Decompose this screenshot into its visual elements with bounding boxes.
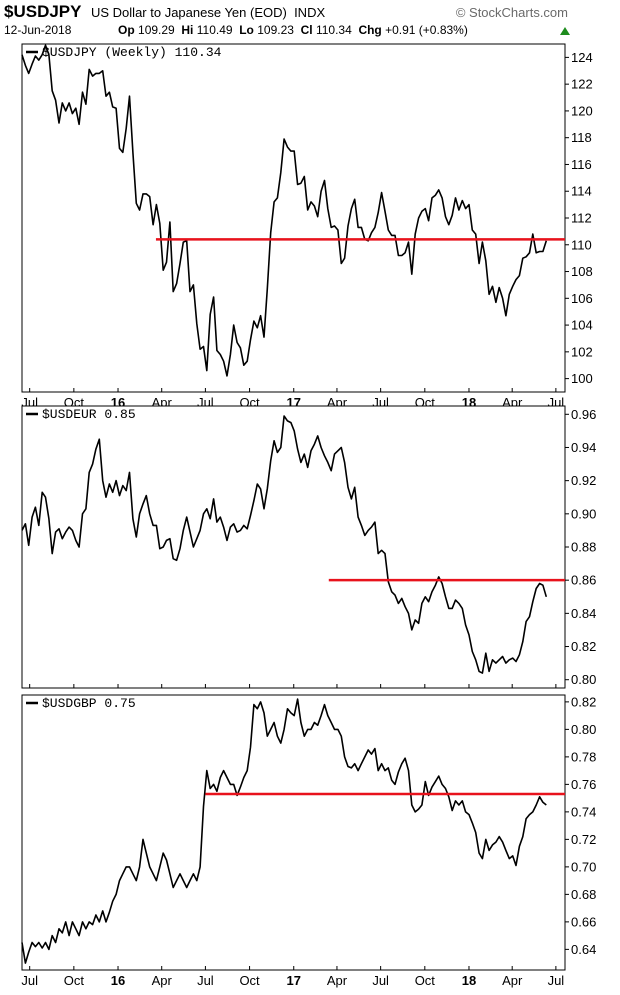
chart-header: $USDJPY US Dollar to Japanese Yen (EOD) … <box>0 0 620 40</box>
quote-date: 12-Jun-2018 <box>4 23 72 37</box>
usdjpy-y-tick-label: 114 <box>571 184 592 199</box>
usdgbp-x-tick-label: Apr <box>502 973 523 988</box>
stockcharts-logo: © StockCharts.com <box>455 5 568 20</box>
usdeur-y-tick-label: 0.86 <box>571 573 596 588</box>
open-label: Op <box>118 23 135 37</box>
usdgbp-x-tick-label: 16 <box>111 973 125 988</box>
usdgbp-x-tick-label: Apr <box>152 973 173 988</box>
usdgbp-x-tick-label: Jul <box>21 973 38 988</box>
exchange-text: INDX <box>294 5 326 20</box>
up-triangle-icon <box>560 27 570 35</box>
usdgbp-x-tick-label: Oct <box>64 973 85 988</box>
usdeur-y-tick-label: 0.80 <box>571 672 596 687</box>
description-text: US Dollar to Japanese Yen (EOD) <box>91 5 287 20</box>
usdgbp-y-tick-label: 0.68 <box>571 887 596 902</box>
usdeur-y-tick-label: 0.82 <box>571 639 596 654</box>
usdgbp-x-tick-label: Apr <box>327 973 348 988</box>
usdjpy-y-tick-label: 106 <box>571 291 593 306</box>
usdeur-y-tick-label: 0.94 <box>571 440 596 455</box>
usdgbp-x-tick-label: Oct <box>415 973 436 988</box>
usdeur-y-tick-label: 0.88 <box>571 540 596 555</box>
symbol-description: US Dollar to Japanese Yen (EOD) INDX <box>91 5 325 20</box>
usdjpy-price-line <box>21 44 548 377</box>
high-value: 110.49 <box>196 23 233 37</box>
usdgbp-y-tick-label: 0.76 <box>571 777 596 792</box>
usdjpy-y-tick-label: 112 <box>571 211 592 226</box>
usdeur-y-tick-label: 0.84 <box>571 606 596 621</box>
close-label: Cl <box>300 23 313 37</box>
usdgbp-x-tick-label: 17 <box>287 973 301 988</box>
usdjpy-y-tick-label: 104 <box>571 318 593 333</box>
usdjpy-y-tick-label: 108 <box>571 264 593 279</box>
symbol-title: $USDJPY <box>4 2 82 21</box>
usdgbp-x-tick-label: Oct <box>239 973 260 988</box>
usdjpy-y-tick-label: 110 <box>571 237 592 252</box>
usdgbp-y-tick-label: 0.64 <box>571 942 596 957</box>
usdjpy-y-tick-label: 116 <box>571 157 592 172</box>
low-value: 109.23 <box>257 23 294 37</box>
usdjpy-y-tick-label: 100 <box>571 371 593 386</box>
usdgbp-legend: $USDGBP 0.75 <box>26 696 136 711</box>
usdgbp-x-tick-label: Jul <box>372 973 389 988</box>
close-value: 110.34 <box>315 23 352 37</box>
usdeur-legend: $USDEUR 0.85 <box>26 407 136 422</box>
usdgbp-legend-label: $USDGBP 0.75 <box>42 696 136 711</box>
ohlc-readout: Op 109.29 Hi 110.49 Lo 109.23 Cl 110.34 … <box>118 23 468 37</box>
usdgbp-y-tick-label: 0.72 <box>571 832 596 847</box>
usdjpy-y-tick-label: 118 <box>571 130 592 145</box>
usdeur-legend-label: $USDEUR 0.85 <box>42 407 136 422</box>
usdeur-price-line <box>21 415 548 674</box>
usdjpy-y-tick-label: 122 <box>571 77 593 92</box>
usdgbp-y-tick-label: 0.74 <box>571 804 596 819</box>
usdgbp-plot-frame <box>21 694 566 971</box>
usdgbp-x-tick-label: Jul <box>548 973 565 988</box>
usdgbp-y-tick-label: 0.66 <box>571 914 596 929</box>
usdjpy-panel: 100102104106108110112114116118120122124J… <box>21 43 593 410</box>
usdjpy-legend-label: $USDJPY (Weekly) 110.34 <box>42 45 222 60</box>
change-label: Chg <box>358 23 382 37</box>
usdeur-plot-frame <box>21 405 566 689</box>
usdjpy-plot-frame <box>21 43 566 393</box>
open-value: 109.29 <box>138 23 175 37</box>
usdeur-panel: 0.80 0.82 0.84 0.86 0.88 0.90 0.92 0.94 0.96 $USD… <box>21 405 596 689</box>
usdgbp-y-tick-label: 0.78 <box>571 749 596 764</box>
usdgbp-y-tick-label: 0.70 <box>571 859 596 874</box>
low-label: Lo <box>239 23 254 37</box>
usdgbp-y-tick-label: 0.82 <box>571 694 596 709</box>
change-value: +0.91 (+0.83%) <box>385 23 468 37</box>
usdjpy-legend: $USDJPY (Weekly) 110.34 <box>26 45 222 60</box>
usdgbp-panel: 0.64 0.66 0.68 0.70 0.72 0.74 0.76 0.78 0.80 0.82… <box>21 694 596 988</box>
usdjpy-y-tick-label: 102 <box>571 344 593 359</box>
usdgbp-y-tick-label: 0.80 <box>571 722 596 737</box>
usdjpy-y-tick-label: 120 <box>571 103 593 118</box>
usdjpy-y-tick-label: 124 <box>571 50 593 65</box>
usdeur-y-tick-label: 0.92 <box>571 473 596 488</box>
usdeur-y-tick-label: 0.90 <box>571 506 596 521</box>
usdgbp-x-tick-label: Jul <box>197 973 214 988</box>
usdgbp-x-tick-label: 18 <box>462 973 476 988</box>
usdgbp-price-line <box>21 698 547 964</box>
high-label: Hi <box>181 23 194 37</box>
usdeur-y-tick-label: 0.96 <box>571 407 596 422</box>
